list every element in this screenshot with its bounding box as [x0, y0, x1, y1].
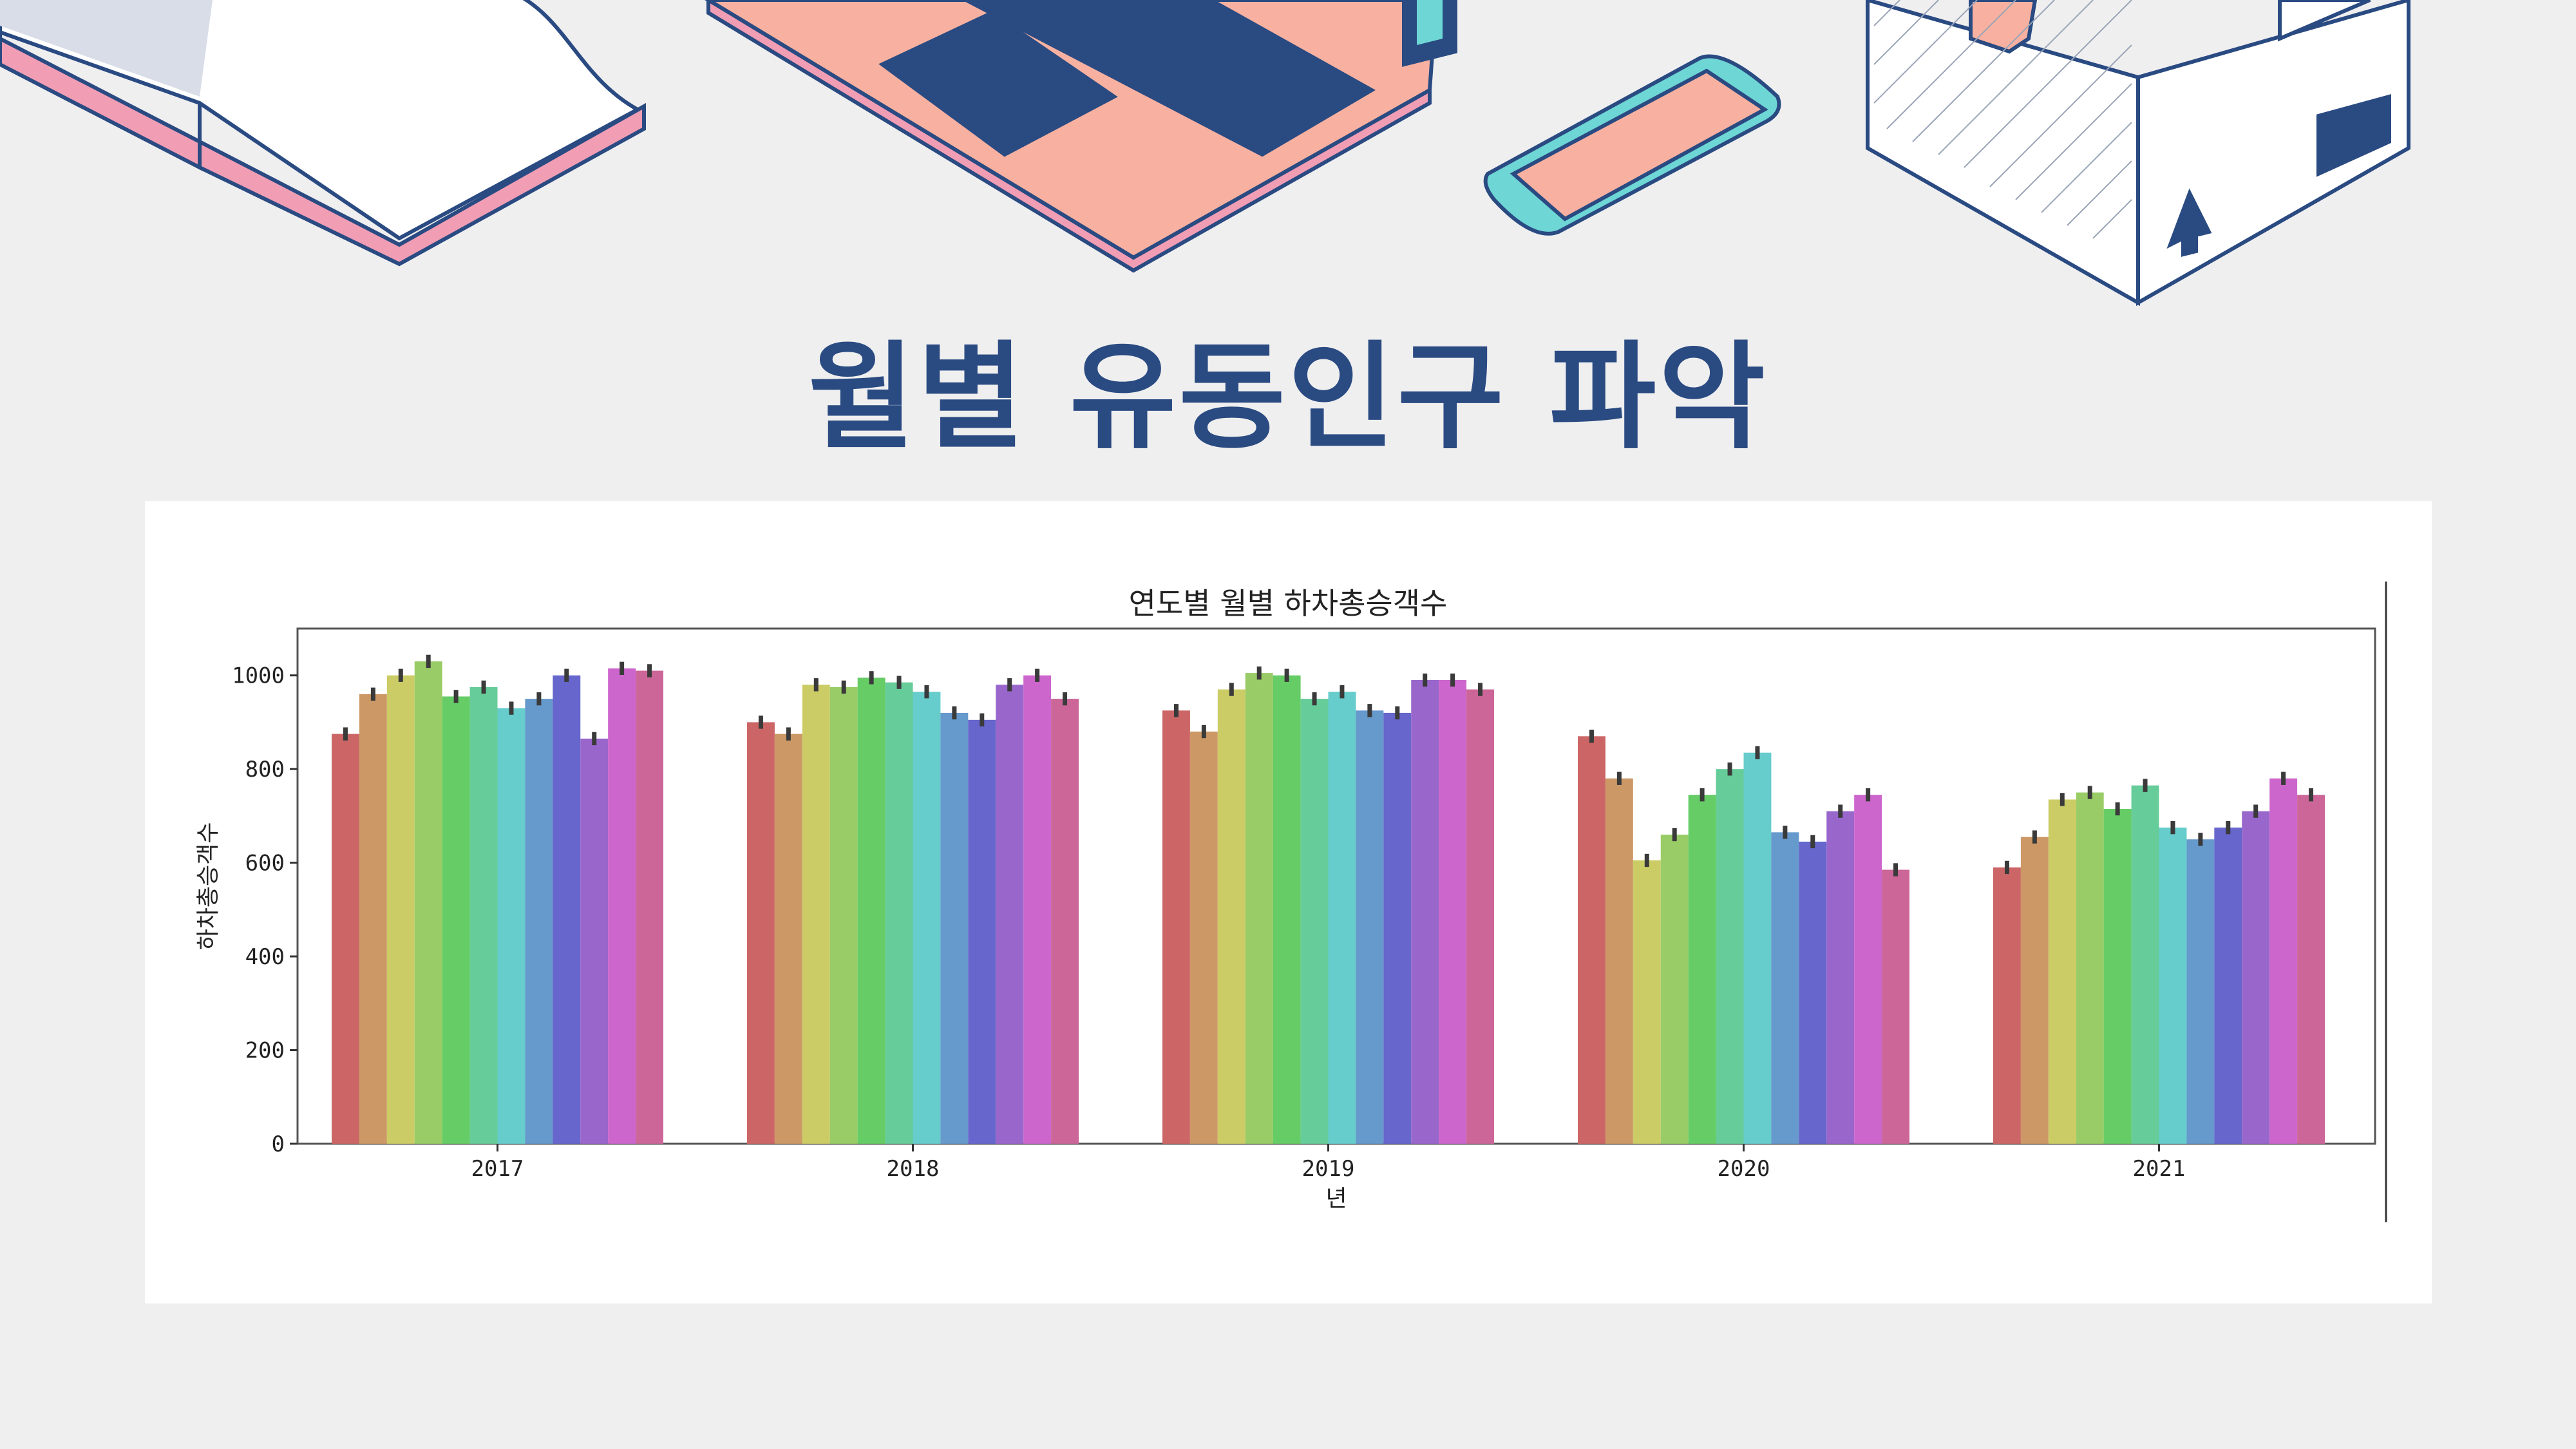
chart-title: 연도별 월별 하차총승객수 [1129, 586, 1448, 621]
bar-2017-1 [332, 734, 359, 1144]
bar-2020-7 [1743, 752, 1772, 1144]
bar-2021-11 [2269, 778, 2298, 1144]
bar-2017-11 [608, 668, 636, 1144]
bar-2017-8 [525, 699, 553, 1144]
bar-2019-4 [1245, 673, 1273, 1144]
bar-2017-6 [469, 687, 498, 1144]
bar-2020-10 [1826, 811, 1855, 1144]
bar-chart: 연도별 월별 하차총승객수 0 200 400 600 800 1000 2017 2018… [195, 582, 2387, 1222]
bar-2018-3 [802, 685, 830, 1144]
decorative-illustrations [0, 0, 2410, 307]
phone-icon [1483, 54, 1781, 236]
bar-2019-6 [1300, 699, 1329, 1144]
bar-2021-2 [2020, 837, 2049, 1144]
bar-2019-2 [1189, 732, 1218, 1144]
bar-2021-5 [2103, 809, 2132, 1144]
bar-2020-11 [1854, 795, 1882, 1144]
y-tick-label: 0 [272, 1132, 285, 1157]
bar-2019-5 [1273, 675, 1301, 1144]
bar-2019-7 [1328, 692, 1356, 1144]
bar-2020-5 [1688, 795, 1716, 1144]
bar-2021-7 [2159, 828, 2187, 1144]
bar-2021-10 [2242, 811, 2270, 1144]
bar-2018-2 [774, 734, 802, 1144]
bar-2020-8 [1771, 832, 1799, 1144]
bars-layer [332, 654, 2325, 1144]
bar-2021-1 [1993, 867, 2021, 1144]
bar-2018-11 [1023, 675, 1052, 1144]
bar-2020-2 [1605, 778, 1633, 1144]
bar-2021-12 [2297, 795, 2325, 1144]
bar-2017-4 [414, 661, 442, 1144]
bar-2020-12 [1882, 869, 1909, 1144]
bar-2018-10 [996, 685, 1024, 1144]
y-tick-label: 400 [245, 944, 285, 970]
y-tick-label: 200 [245, 1038, 285, 1064]
bar-2018-6 [885, 682, 913, 1144]
bar-2019-12 [1466, 689, 1494, 1144]
bar-2018-12 [1051, 699, 1079, 1144]
x-axis-label: 년 [1325, 1186, 1347, 1212]
bar-2017-9 [553, 675, 581, 1144]
bar-2021-3 [2048, 799, 2076, 1144]
y-axis-label: 하차총승객수 [195, 822, 222, 951]
bar-2021-4 [2076, 792, 2104, 1144]
box-icon [1866, 0, 2410, 307]
slide-title: 월별 유동인구 파악 [808, 330, 1768, 465]
bar-2019-8 [1356, 710, 1384, 1144]
bar-2017-5 [442, 696, 470, 1144]
chart-panel: 연도별 월별 하차총승객수 0 200 400 600 800 1000 2017 2018… [145, 501, 2432, 1303]
laptop-icon [705, 0, 1457, 273]
y-axis-ticks: 0 200 400 600 800 1000 [232, 663, 298, 1157]
bar-2020-9 [1799, 841, 1827, 1144]
bar-2018-9 [968, 719, 996, 1144]
bar-2018-5 [857, 677, 886, 1144]
bar-2017-12 [636, 670, 663, 1144]
bar-2021-8 [2186, 839, 2215, 1144]
bar-2017-10 [580, 738, 609, 1144]
y-tick-label: 800 [245, 757, 285, 782]
x-axis-ticks: 2017 2018 2019 2020 2021 [471, 1144, 2186, 1182]
x-tick-label: 2017 [471, 1156, 524, 1182]
book-icon [0, 0, 646, 267]
bar-2017-2 [359, 694, 387, 1144]
bar-2019-3 [1217, 689, 1245, 1144]
bar-2019-9 [1383, 712, 1412, 1144]
x-tick-label: 2021 [2133, 1156, 2186, 1182]
x-tick-label: 2018 [887, 1156, 940, 1182]
bar-2019-10 [1411, 680, 1439, 1144]
bar-2017-7 [497, 708, 526, 1144]
x-tick-label: 2020 [1718, 1156, 1770, 1182]
bar-2020-4 [1660, 835, 1689, 1144]
bar-2021-6 [2131, 785, 2159, 1144]
bar-2018-8 [940, 712, 969, 1144]
bar-2020-3 [1633, 860, 1661, 1144]
bar-2017-3 [386, 675, 415, 1144]
bar-2018-7 [913, 692, 941, 1144]
bar-2019-1 [1162, 710, 1190, 1144]
x-tick-label: 2019 [1302, 1156, 1355, 1182]
bar-2020-6 [1716, 769, 1744, 1144]
bar-2019-11 [1439, 680, 1467, 1144]
y-tick-label: 1000 [232, 663, 285, 689]
y-tick-label: 600 [245, 851, 285, 876]
bar-2018-4 [829, 687, 858, 1144]
bar-2020-1 [1578, 736, 1605, 1144]
bar-2021-9 [2214, 828, 2242, 1144]
bar-2018-1 [747, 722, 775, 1144]
